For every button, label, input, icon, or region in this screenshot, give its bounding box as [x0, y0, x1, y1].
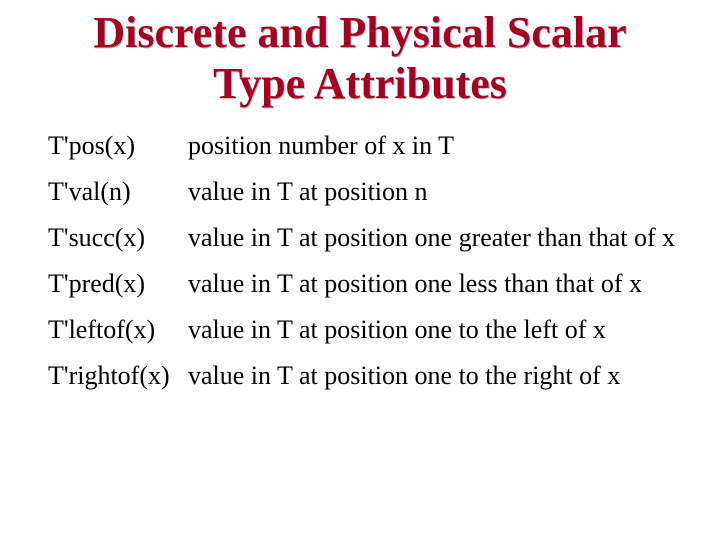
desc-cell: value in T at position one to the right …	[188, 361, 702, 407]
attr-cell: T'rightof(x)	[18, 361, 188, 407]
table-row: T'leftof(x) value in T at position one t…	[18, 315, 702, 361]
desc-cell: value in T at position one greater than …	[188, 223, 702, 269]
table-row: T'rightof(x) value in T at position one …	[18, 361, 702, 407]
attr-cell: T'pred(x)	[18, 269, 188, 315]
attributes-table: T'pos(x) position number of x in T T'val…	[18, 131, 702, 407]
attr-cell: T'val(n)	[18, 177, 188, 223]
table-row: T'pred(x) value in T at position one les…	[18, 269, 702, 315]
desc-cell: value in T at position one to the left o…	[188, 315, 702, 361]
table-row: T'pos(x) position number of x in T	[18, 131, 702, 177]
attr-cell: T'pos(x)	[18, 131, 188, 177]
desc-cell: position number of x in T	[188, 131, 702, 177]
table-row: T'val(n) value in T at position n	[18, 177, 702, 223]
title-line-1: Discrete and Physical Scalar	[93, 8, 626, 57]
attr-cell: T'succ(x)	[18, 223, 188, 269]
attributes-tbody: T'pos(x) position number of x in T T'val…	[18, 131, 702, 407]
title-line-2: Type Attributes	[213, 59, 507, 108]
table-row: T'succ(x) value in T at position one gre…	[18, 223, 702, 269]
page-title: Discrete and Physical Scalar Type Attrib…	[18, 8, 702, 109]
desc-cell: value in T at position one less than tha…	[188, 269, 702, 315]
attr-cell: T'leftof(x)	[18, 315, 188, 361]
desc-cell: value in T at position n	[188, 177, 702, 223]
